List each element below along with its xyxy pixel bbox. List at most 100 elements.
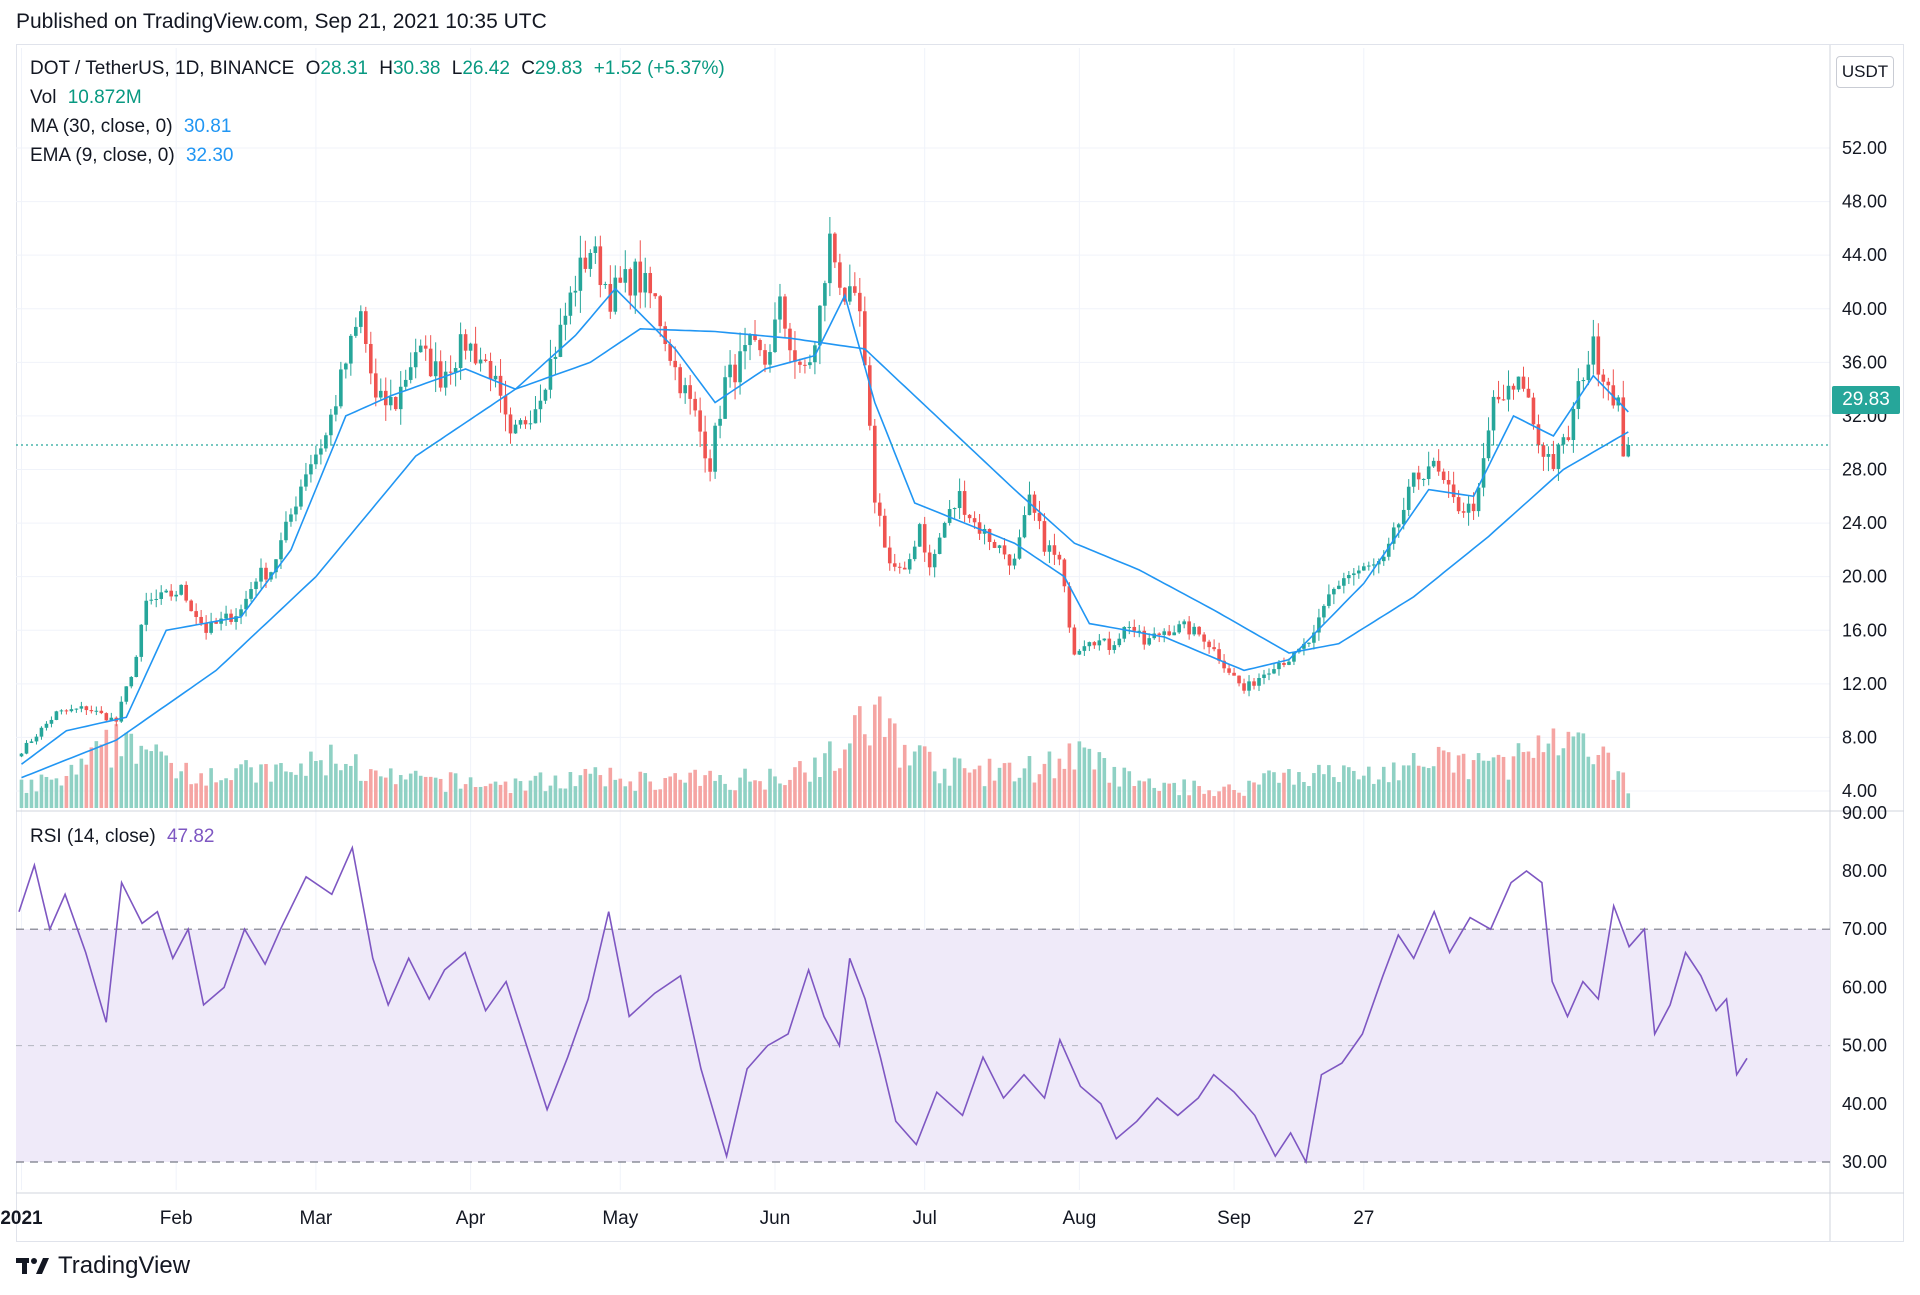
volume-bar: [99, 744, 104, 808]
volume-bar: [214, 782, 218, 808]
candle-body: [184, 584, 188, 601]
candle-body: [403, 379, 408, 387]
candle-body: [204, 623, 208, 633]
candle-body: [1471, 503, 1476, 512]
candle-body: [1232, 672, 1236, 676]
legend-open-label: O: [305, 58, 321, 79]
candle-body: [808, 362, 812, 366]
volume-bar: [738, 777, 742, 808]
volume-bar: [563, 788, 568, 808]
candle-body: [997, 545, 1002, 548]
candle-body: [558, 324, 563, 357]
volume-bar: [1556, 755, 1561, 808]
candle-body: [478, 359, 483, 364]
candle-body: [64, 710, 69, 712]
candle-body: [593, 246, 598, 253]
candle-body: [1267, 673, 1271, 675]
price-tick-label: 12.00: [1842, 674, 1887, 694]
candle-body: [1112, 645, 1117, 650]
volume-bar: [448, 772, 453, 808]
volume-bar: [1576, 732, 1581, 808]
volume-bar: [798, 761, 802, 808]
volume-bar: [1596, 754, 1601, 808]
candle-body: [1237, 675, 1241, 684]
candle-body: [443, 371, 448, 388]
candle-body: [897, 566, 902, 568]
candle-body: [109, 717, 114, 721]
volume-bar: [997, 767, 1002, 808]
volume-bar: [658, 789, 663, 808]
time-tick-label: May: [602, 1208, 638, 1229]
candle-body: [1122, 626, 1127, 639]
tradingview-logo[interactable]: TradingView: [16, 1252, 190, 1280]
candle-body: [1406, 486, 1411, 510]
volume-bar: [1292, 784, 1296, 808]
candle-body: [1541, 445, 1546, 457]
volume-bar: [1581, 733, 1586, 808]
candle-body: [1576, 381, 1581, 409]
volume-bar: [134, 763, 139, 808]
volume-bar: [843, 749, 847, 808]
candle-body: [1381, 556, 1386, 562]
candle-body: [49, 719, 54, 724]
time-tick-label: Feb: [160, 1208, 193, 1229]
volume-bar: [1232, 790, 1236, 808]
volume-bar: [398, 775, 403, 808]
candle-body: [1042, 521, 1047, 552]
candle-body: [468, 343, 473, 351]
candle-body: [104, 713, 109, 721]
candle-body: [703, 431, 707, 459]
candle-body: [1027, 494, 1032, 516]
volume-bar: [793, 767, 797, 808]
volume-bar: [907, 765, 912, 808]
volume-bar: [1406, 765, 1411, 808]
candle-body: [1317, 617, 1321, 633]
candle-body: [688, 385, 692, 399]
chart-frame[interactable]: [16, 44, 1904, 1242]
volume-bar: [234, 768, 238, 808]
volume-bar: [853, 715, 857, 808]
candle-body: [453, 368, 458, 373]
candle-body: [758, 340, 762, 351]
volume-bar: [773, 776, 777, 808]
candle-body: [1022, 515, 1027, 538]
candle-body: [339, 369, 343, 407]
candle-body: [1102, 638, 1107, 641]
candle-body: [598, 246, 603, 286]
volume-bar: [154, 744, 159, 808]
volume-bar: [1536, 735, 1541, 808]
price-axis-labels: 4.008.0012.0016.0020.0024.0028.0032.0036…: [1842, 138, 1887, 801]
candle-body: [1107, 638, 1112, 650]
candle-body: [309, 464, 313, 475]
candle-body: [952, 508, 957, 510]
volume-bar: [1386, 782, 1391, 808]
volume-bar: [169, 762, 173, 808]
candle-body: [1242, 683, 1246, 691]
candle-body: [972, 518, 977, 523]
candle-body: [1531, 397, 1536, 425]
candle-body: [224, 613, 228, 619]
volume-bar: [1162, 782, 1167, 808]
volume-bar: [1172, 782, 1176, 808]
volume-bar: [1022, 768, 1027, 808]
candle-body: [1137, 630, 1142, 632]
candle-body: [1596, 336, 1601, 375]
volume-bar: [578, 775, 583, 808]
volume-bar: [1611, 779, 1616, 808]
volume-bar: [1107, 782, 1112, 808]
volume-bar: [139, 745, 144, 808]
candle-body: [1511, 385, 1516, 390]
volume-bar: [1012, 781, 1017, 808]
legend-high: 30.38: [392, 58, 441, 79]
candle-body: [863, 311, 867, 366]
candle-body: [119, 701, 124, 722]
candle-body: [149, 599, 154, 601]
candle-body: [1347, 575, 1351, 579]
volume-bar: [818, 777, 822, 808]
currency-selector[interactable]: USDT: [1836, 56, 1894, 88]
candle-body: [663, 326, 668, 345]
candle-body: [1302, 643, 1306, 649]
candle-body: [833, 233, 837, 263]
candle-body: [433, 361, 438, 377]
